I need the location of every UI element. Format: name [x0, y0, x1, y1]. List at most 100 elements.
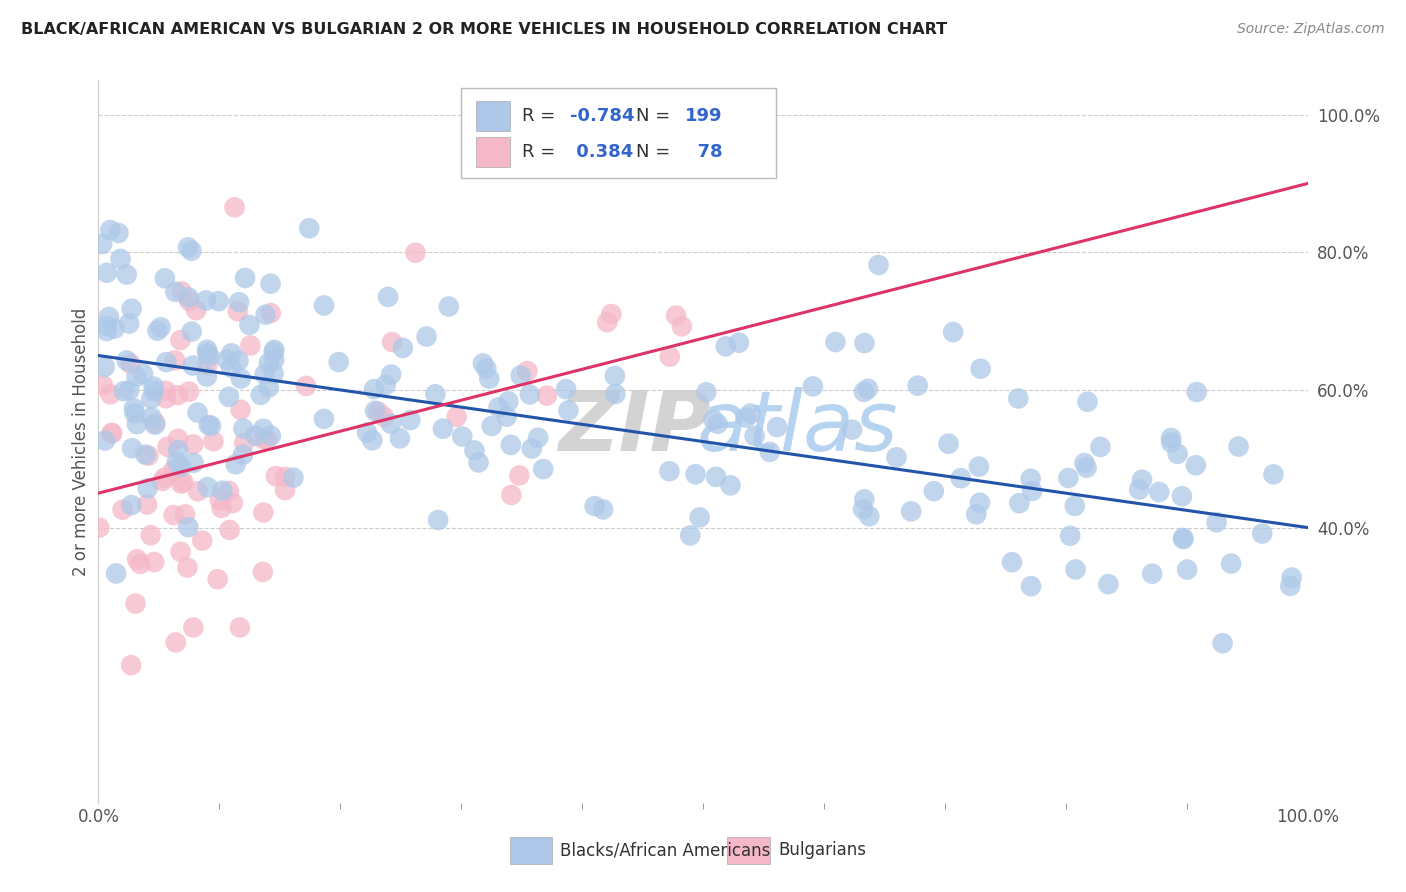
Point — [156, 440, 179, 454]
Point — [508, 468, 530, 483]
Point — [125, 417, 148, 431]
Text: BLACK/AFRICAN AMERICAN VS BULGARIAN 2 OR MORE VEHICLES IN HOUSEHOLD CORRELATION : BLACK/AFRICAN AMERICAN VS BULGARIAN 2 OR… — [21, 22, 948, 37]
Point — [191, 533, 214, 548]
Point — [942, 325, 965, 339]
Point — [841, 423, 863, 437]
Point — [658, 350, 681, 364]
Point — [868, 258, 890, 272]
Point — [858, 509, 880, 524]
Point — [283, 470, 305, 484]
Point — [232, 448, 254, 462]
Point — [516, 364, 538, 378]
Point — [600, 307, 623, 321]
Point — [129, 557, 152, 571]
Point — [852, 384, 875, 399]
Point — [1130, 473, 1153, 487]
Point — [169, 333, 191, 347]
Point — [488, 401, 510, 415]
Point — [1263, 467, 1285, 482]
Point — [96, 266, 118, 280]
Point — [856, 382, 879, 396]
Point — [200, 418, 222, 433]
Point — [1171, 489, 1194, 503]
Point — [1008, 496, 1031, 510]
Point — [229, 371, 252, 385]
Point — [197, 346, 219, 360]
Point — [215, 352, 238, 367]
Point — [263, 352, 285, 367]
Point — [134, 448, 156, 462]
Point — [91, 378, 114, 392]
FancyBboxPatch shape — [475, 137, 509, 168]
Point — [211, 500, 233, 515]
Point — [1167, 447, 1189, 461]
Point — [184, 303, 207, 318]
Point — [180, 325, 202, 339]
Point — [181, 359, 204, 373]
Point — [1175, 562, 1198, 576]
Point — [1059, 529, 1081, 543]
Point — [208, 493, 231, 508]
Point — [1212, 636, 1234, 650]
Point — [120, 658, 142, 673]
Point — [183, 620, 205, 634]
Point — [478, 371, 501, 385]
Point — [96, 318, 118, 333]
Point — [1090, 440, 1112, 454]
Point — [938, 436, 960, 450]
Text: -0.784: -0.784 — [569, 107, 634, 125]
Point — [685, 467, 707, 482]
Point — [187, 406, 209, 420]
Point — [245, 429, 267, 443]
Point — [555, 382, 578, 396]
Point — [163, 353, 186, 368]
Point — [153, 271, 176, 285]
Text: 0.384: 0.384 — [569, 144, 633, 161]
Point — [101, 426, 124, 441]
Point — [437, 300, 460, 314]
Point — [166, 455, 188, 469]
Point — [222, 496, 245, 510]
Point — [714, 339, 737, 353]
FancyBboxPatch shape — [475, 101, 509, 131]
Point — [404, 245, 426, 260]
Point — [259, 277, 281, 291]
Point — [399, 413, 422, 427]
Point — [451, 429, 474, 443]
Point — [197, 480, 219, 494]
Point — [252, 506, 274, 520]
Point — [1007, 392, 1029, 406]
Point — [153, 470, 176, 484]
Point — [224, 200, 246, 214]
Point — [853, 492, 876, 507]
FancyBboxPatch shape — [727, 837, 769, 864]
Point — [1073, 456, 1095, 470]
Text: R =: R = — [522, 107, 561, 125]
Point — [427, 513, 450, 527]
Point — [136, 481, 159, 495]
Point — [1076, 460, 1098, 475]
Point — [463, 443, 485, 458]
Point — [165, 635, 187, 649]
Point — [1064, 562, 1087, 576]
Text: N =: N = — [637, 107, 676, 125]
Point — [121, 442, 143, 456]
Point — [252, 432, 274, 446]
Point — [328, 355, 350, 369]
Point — [229, 402, 252, 417]
Point — [1057, 471, 1080, 485]
Point — [195, 358, 218, 372]
Point — [256, 433, 278, 447]
Point — [557, 403, 579, 417]
Point — [136, 498, 159, 512]
Point — [1160, 435, 1182, 450]
Point — [1173, 531, 1195, 545]
Point — [263, 343, 285, 357]
Point — [177, 290, 200, 304]
Point — [97, 310, 120, 324]
Point — [1076, 394, 1098, 409]
Point — [1149, 485, 1171, 500]
Point — [183, 456, 205, 470]
Point — [198, 350, 221, 364]
Point — [172, 475, 194, 489]
